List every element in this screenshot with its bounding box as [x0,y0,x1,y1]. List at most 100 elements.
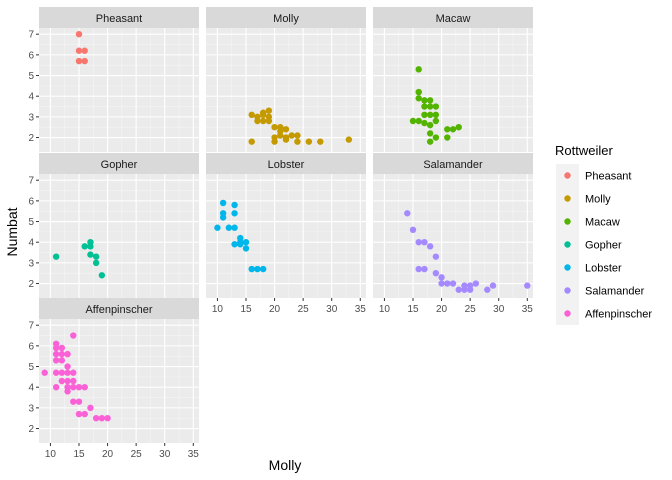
panel-lobster: Lobster 10 15 20 25 30 35 [206,153,366,315]
y-tick-label: 5 [28,362,34,373]
point-lobster [254,265,261,273]
point-salamander [409,226,417,233]
point-molly [265,113,273,121]
point-salamander [415,265,422,273]
panel-background [373,28,533,152]
point-lobster [242,239,250,246]
legend-item-macaw: Macaw [556,210,620,233]
legend-label-salamander: Salamander [585,286,645,298]
strip-gopher [39,153,199,174]
point-affenpinscher [64,363,71,370]
legend: Rottweiler Pheasant Molly Macaw Gopher Lobst… [555,143,652,325]
y-tick-label: 7 [28,321,34,332]
point-affenpinscher [87,404,94,412]
point-macaw [421,111,428,119]
point-affenpinscher [52,369,60,376]
panel-background [206,174,366,298]
legend-swatch-molly [564,195,571,202]
x-tick-label: 20 [436,304,448,315]
point-macaw [426,130,434,137]
x-tick-label: 20 [269,304,281,315]
point-affenpinscher [41,369,48,376]
point-salamander [426,243,434,250]
point-macaw [426,97,434,104]
point-molly [282,136,290,143]
panel-salamander: Salamander 10 15 20 25 30 35 [373,153,533,315]
y-tick-label: 5 [28,217,34,228]
point-lobster [237,241,244,248]
x-tick-label: 30 [326,304,338,315]
point-pheasant [81,47,88,54]
point-lobster [259,265,267,273]
point-salamander [444,280,451,287]
x-tick-label: 10 [45,449,57,460]
point-molly [317,138,324,145]
point-affenpinscher [70,377,77,385]
y-tick-label: 2 [28,133,34,144]
point-salamander [415,239,422,246]
x-axis-title: Molly [269,457,302,473]
x-tick-label: 25 [298,304,310,315]
point-macaw [409,117,417,125]
point-molly [248,111,255,119]
point-lobster [231,224,238,231]
legend-item-pheasant: Pheasant [556,164,631,187]
strip-affenpinscher [39,298,199,319]
y-tick-label: 6 [28,50,34,61]
y-tick-label: 7 [28,176,34,187]
point-molly [345,136,353,143]
point-macaw [432,117,440,125]
point-salamander [524,282,531,289]
point-macaw [426,121,434,129]
point-lobster [231,201,238,209]
point-affenpinscher [58,350,66,358]
point-salamander [438,280,445,287]
point-gopher [81,243,88,250]
strip-lobster [206,153,366,174]
point-macaw [421,119,428,127]
point-macaw [432,134,440,141]
point-salamander [421,265,428,273]
x-tick-label: 30 [493,304,505,315]
panel-macaw: Macaw [373,7,533,152]
legend-item-salamander: Salamander [556,279,645,302]
legend-item-gopher: Gopher [556,233,622,256]
strip-label-pheasant: Pheasant [96,13,142,25]
y-tick-label: 6 [28,341,34,352]
point-affenpinscher [64,377,71,385]
y-tick-label: 3 [28,403,34,414]
x-tick-label: 15 [73,449,85,460]
strip-pheasant [39,7,199,28]
x-tick-label: 35 [522,304,534,315]
y-tick-label: 3 [28,258,34,269]
strip-label-gopher: Gopher [101,159,138,171]
legend-item-lobster: Lobster [556,256,622,279]
legend-label-macaw: Macaw [585,217,620,229]
panel-molly: Molly [206,7,366,152]
point-molly [294,132,301,139]
point-pheasant [75,57,83,65]
point-affenpinscher [75,410,83,418]
legend-item-molly: Molly [556,187,611,210]
point-molly [259,117,267,125]
point-affenpinscher [75,398,83,405]
panels-layer: Pheasant 2 3 4 5 6 7 Molly Macaw Gopher 2 3 4 5 6 7 Lobs… [28,7,533,460]
panel-background [39,28,199,152]
point-molly [271,138,278,145]
x-tick-label: 15 [407,304,419,315]
legend-swatch-gopher [564,241,571,248]
point-molly [259,109,267,116]
point-gopher [87,239,94,246]
x-tick-label: 30 [159,449,171,460]
x-tick-label: 10 [379,304,391,315]
point-affenpinscher [92,415,100,422]
point-salamander [404,210,411,217]
panel-background [206,28,366,152]
point-macaw [426,138,434,145]
point-lobster [219,199,227,207]
y-tick-label: 5 [28,71,34,82]
panel-pheasant: Pheasant 2 3 4 5 6 7 [28,7,199,152]
point-affenpinscher [70,384,77,391]
point-molly [282,126,290,133]
